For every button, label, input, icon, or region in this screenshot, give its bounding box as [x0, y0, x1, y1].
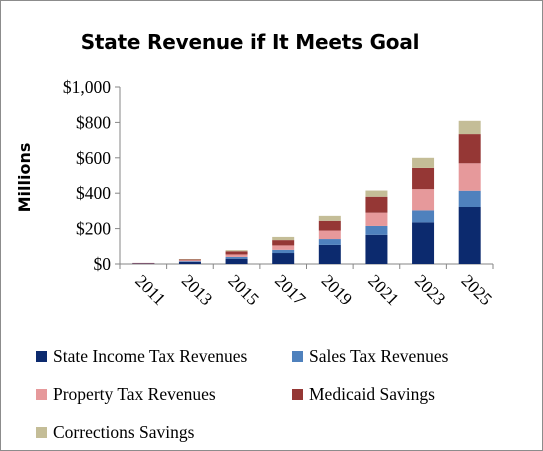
bar-segment-state-income-tax-revenues [178, 261, 201, 264]
legend-item-property-tax-revenues: Property Tax Revenues [36, 384, 216, 405]
legend-label: Property Tax Revenues [53, 384, 216, 404]
legend-swatch [36, 351, 47, 362]
bar-segment-sales-tax-revenues [272, 249, 295, 254]
bar-segment-corrections-savings [178, 259, 201, 260]
y-tick-label: $400 [76, 183, 111, 203]
bar-segment-medicaid-savings [365, 196, 388, 213]
legend-item-medicaid-savings: Medicaid Savings [292, 384, 435, 405]
y-tick-label: $800 [76, 112, 111, 132]
x-tick-label: 2015 [224, 270, 263, 309]
bar-segment-sales-tax-revenues [225, 256, 248, 259]
legend-item-sales-tax-revenues: Sales Tax Revenues [292, 346, 448, 367]
bar-segment-state-income-tax-revenues [365, 234, 388, 264]
bar-segment-sales-tax-revenues [458, 190, 481, 208]
bar-segment-medicaid-savings [318, 220, 341, 231]
legend-label: State Income Tax Revenues [53, 346, 248, 366]
bar-segment-medicaid-savings [412, 167, 435, 190]
bar-segment-state-income-tax-revenues [412, 222, 435, 264]
legend-item-state-income-tax-revenues: State Income Tax Revenues [36, 346, 247, 367]
bar-segment-corrections-savings [272, 236, 295, 241]
bar-segment-property-tax-revenues [365, 212, 388, 226]
legend-swatch [36, 389, 47, 400]
bar-segment-medicaid-savings [178, 259, 201, 261]
bar-segment-property-tax-revenues [272, 245, 295, 250]
bar-segment-corrections-savings [458, 120, 481, 135]
bar-segment-property-tax-revenues [225, 254, 248, 257]
legend-label: Medicaid Savings [309, 384, 435, 404]
bar-segment-property-tax-revenues [458, 163, 481, 191]
legend-label: Sales Tax Revenues [309, 346, 449, 366]
x-tick-label: 2019 [318, 270, 357, 309]
legend-item-corrections-savings: Corrections Savings [36, 422, 194, 443]
y-tick-label: $200 [76, 219, 111, 239]
bar-segment-corrections-savings [412, 157, 435, 168]
x-tick-label: 2011 [131, 271, 169, 309]
bar-segment-medicaid-savings [225, 251, 248, 255]
bar-segment-state-income-tax-revenues [458, 207, 481, 264]
legend-swatch [292, 389, 303, 400]
bar-segment-sales-tax-revenues [365, 225, 388, 235]
bar-segment-state-income-tax-revenues [225, 258, 248, 264]
x-tick-label: 2017 [271, 270, 310, 309]
chart-title: State Revenue if It Meets Goal [80, 30, 420, 54]
bar-segment-state-income-tax-revenues [272, 253, 295, 264]
x-tick-label: 2023 [411, 270, 450, 309]
bar-segment-sales-tax-revenues [318, 239, 341, 245]
legend-label: Corrections Savings [53, 422, 195, 442]
bar-segment-sales-tax-revenues [412, 210, 435, 223]
bar-segment-corrections-savings [365, 190, 388, 197]
bar-segment-medicaid-savings [272, 240, 295, 246]
bar-segment-property-tax-revenues [412, 189, 435, 211]
y-axis-title: Millions [15, 143, 34, 213]
legend-swatch [292, 351, 303, 362]
y-tick-label: $600 [76, 148, 111, 168]
x-tick-label: 2021 [364, 270, 403, 309]
bar-segment-medicaid-savings [132, 262, 155, 264]
bar-segment-sales-tax-revenues [178, 261, 201, 262]
bar-segment-medicaid-savings [458, 134, 481, 164]
bar-segment-corrections-savings [318, 215, 341, 221]
y-tick-label: $0 [94, 254, 112, 274]
x-tick-label: 2025 [457, 270, 496, 309]
x-tick-label: 2013 [178, 270, 217, 309]
bar-segment-property-tax-revenues [318, 230, 341, 240]
legend-swatch [36, 427, 47, 438]
bar-segment-property-tax-revenues [178, 260, 201, 262]
bar-segment-corrections-savings [225, 250, 248, 252]
bar-segment-state-income-tax-revenues [318, 244, 341, 264]
y-tick-label: $1,000 [63, 77, 111, 97]
